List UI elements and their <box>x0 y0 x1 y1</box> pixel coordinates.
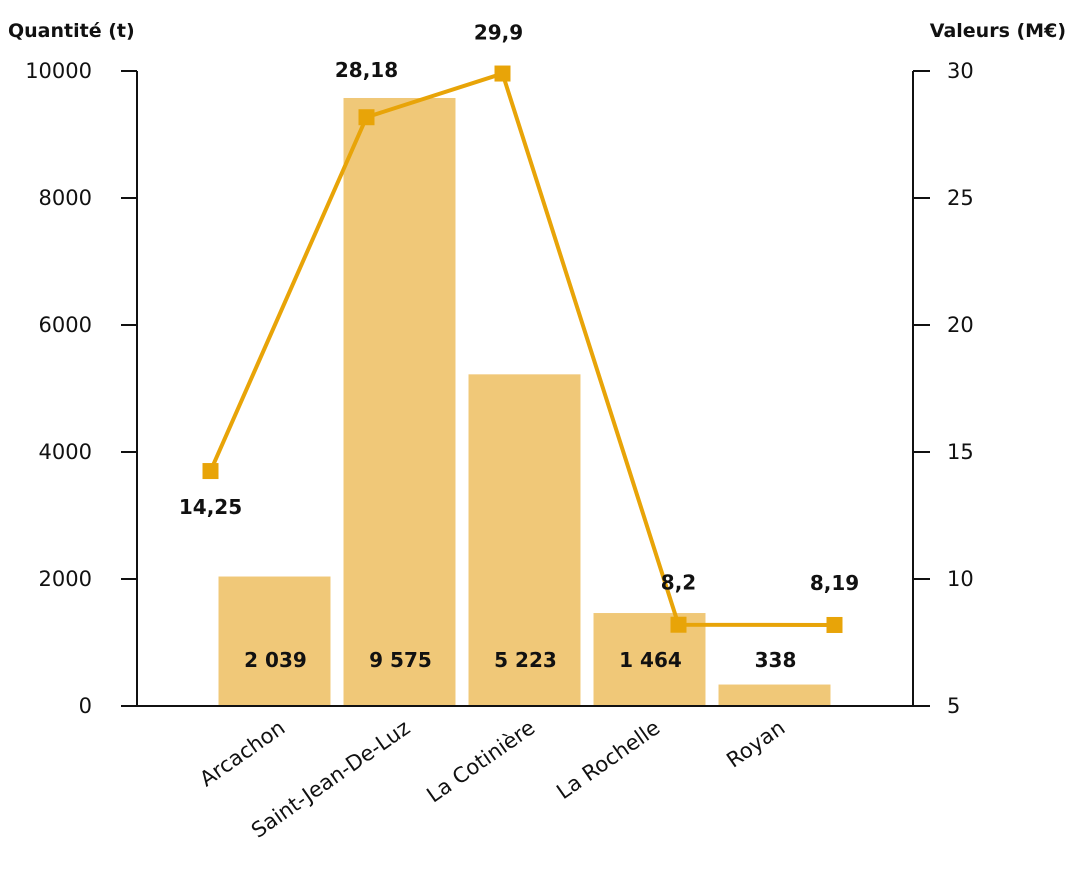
right-tick-label: 10 <box>947 567 974 591</box>
line-layer <box>202 65 843 633</box>
left-tick-label: 8000 <box>39 186 92 210</box>
right-tick-label: 30 <box>947 59 974 83</box>
right-tick-label: 25 <box>947 186 974 210</box>
category-label: La Rochelle <box>552 715 664 804</box>
bar-value-label: 338 <box>755 648 797 672</box>
value-point-la-rochelle <box>670 616 687 633</box>
bar-value-label: 5 223 <box>494 648 557 672</box>
left-tick-label: 2000 <box>39 567 92 591</box>
category-label: Royan <box>722 715 789 772</box>
value-point-arcachon <box>202 463 219 480</box>
bars-layer <box>218 97 831 707</box>
category-label: La Cotinière <box>422 715 539 807</box>
bar-la-cotini-re <box>468 374 581 706</box>
bar-royan <box>718 684 831 706</box>
right-tick-label: 5 <box>947 694 960 718</box>
left-tick-label: 4000 <box>39 440 92 464</box>
line-value-label: 28,18 <box>335 58 398 82</box>
bar-value-label: 1 464 <box>619 648 682 672</box>
value-point-royan <box>826 616 843 633</box>
left-tick-label: 0 <box>79 694 92 718</box>
bar-la-rochelle <box>593 613 706 706</box>
bar-arcachon <box>218 576 331 706</box>
line-value-label: 8,2 <box>661 571 696 595</box>
category-label: Arcachon <box>195 715 289 791</box>
right-tick-label: 20 <box>947 313 974 337</box>
left-tick-label: 6000 <box>39 313 92 337</box>
right-axis-title: Valeurs (M€) <box>930 20 1066 42</box>
left-axis-title: Quantité (t) <box>8 20 135 42</box>
line-value-label: 14,25 <box>179 495 242 519</box>
left-tick-label: 10000 <box>25 59 92 83</box>
value-point-saint-jean-de-luz <box>358 109 375 126</box>
bar-value-label: 2 039 <box>244 648 307 672</box>
labels-layer: 2 039 9 575 5 223 1 464 338 14,25 28,18 29,9 8,2… <box>179 21 859 672</box>
line-value-label: 29,9 <box>474 21 523 45</box>
bar-value-label: 9 575 <box>369 648 432 672</box>
line-value-label: 8,19 <box>810 571 859 595</box>
bar-saint-jean-de-luz <box>343 97 456 707</box>
right-tick-label: 15 <box>947 440 974 464</box>
value-point-la-cotini-re <box>494 65 511 82</box>
